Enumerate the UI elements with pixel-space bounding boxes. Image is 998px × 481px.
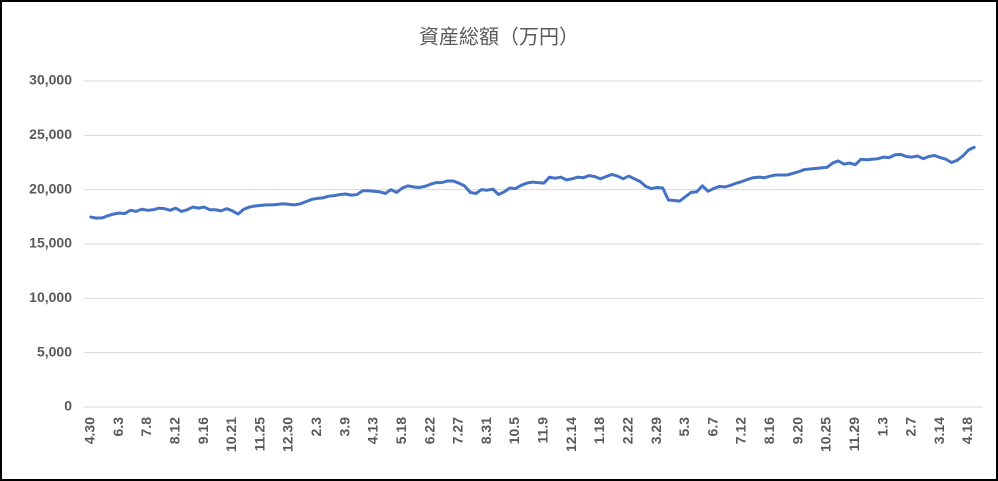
x-tick-label: 6.22	[421, 417, 437, 444]
x-tick-label: 10.25	[818, 417, 834, 452]
x-tick-label: 10.21	[223, 417, 239, 452]
x-tick-label: 12.14	[563, 417, 579, 452]
x-tick-label: 1.3	[874, 417, 890, 437]
x-tick-label: 2.22	[619, 417, 635, 444]
y-tick-label: 0	[64, 398, 72, 414]
x-tick-label: 2.3	[308, 417, 324, 437]
x-tick-label: 11.9	[535, 417, 551, 444]
x-tick-label: 4.13	[365, 417, 381, 444]
x-tick-label: 3.9	[336, 417, 352, 437]
x-tick-label: 5.3	[676, 417, 692, 437]
y-tick-label: 10,000	[29, 289, 72, 305]
x-tick-label: 8.31	[478, 417, 494, 444]
x-tick-label: 7.12	[733, 417, 749, 444]
y-tick-label: 30,000	[29, 72, 72, 88]
x-tick-label: 8.16	[761, 417, 777, 444]
y-tick-label: 20,000	[29, 180, 72, 196]
x-tick-label: 6.3	[110, 417, 126, 437]
x-tick-label: 11.29	[846, 417, 862, 451]
x-tick-label: 4.18	[959, 417, 975, 444]
data-line	[89, 145, 976, 220]
x-tick-label: 1.18	[591, 417, 607, 444]
x-tick-label: 3.14	[931, 417, 947, 444]
x-tick-label: 12.30	[280, 417, 296, 452]
x-tick-label: 5.18	[393, 417, 409, 444]
y-tick-label: 15,000	[29, 235, 72, 251]
x-tick-label: 11.25	[251, 417, 267, 451]
x-tick-label: 7.8	[138, 417, 154, 437]
y-tick-label: 25,000	[29, 126, 72, 142]
x-tick-label: 9.20	[789, 417, 805, 444]
x-tick-label: 10.5	[506, 417, 522, 444]
x-tick-label: 6.7	[704, 417, 720, 437]
x-tick-label: 2.7	[903, 417, 919, 437]
chart-title: 資産総額（万円）	[419, 25, 579, 48]
x-tick-label: 4.30	[82, 417, 98, 444]
x-tick-label: 9.16	[195, 417, 211, 444]
y-tick-label: 5,000	[37, 343, 72, 359]
x-tick-label: 8.12	[166, 417, 182, 444]
x-tick-label: 7.27	[450, 417, 466, 444]
x-tick-label: 3.29	[648, 417, 664, 444]
